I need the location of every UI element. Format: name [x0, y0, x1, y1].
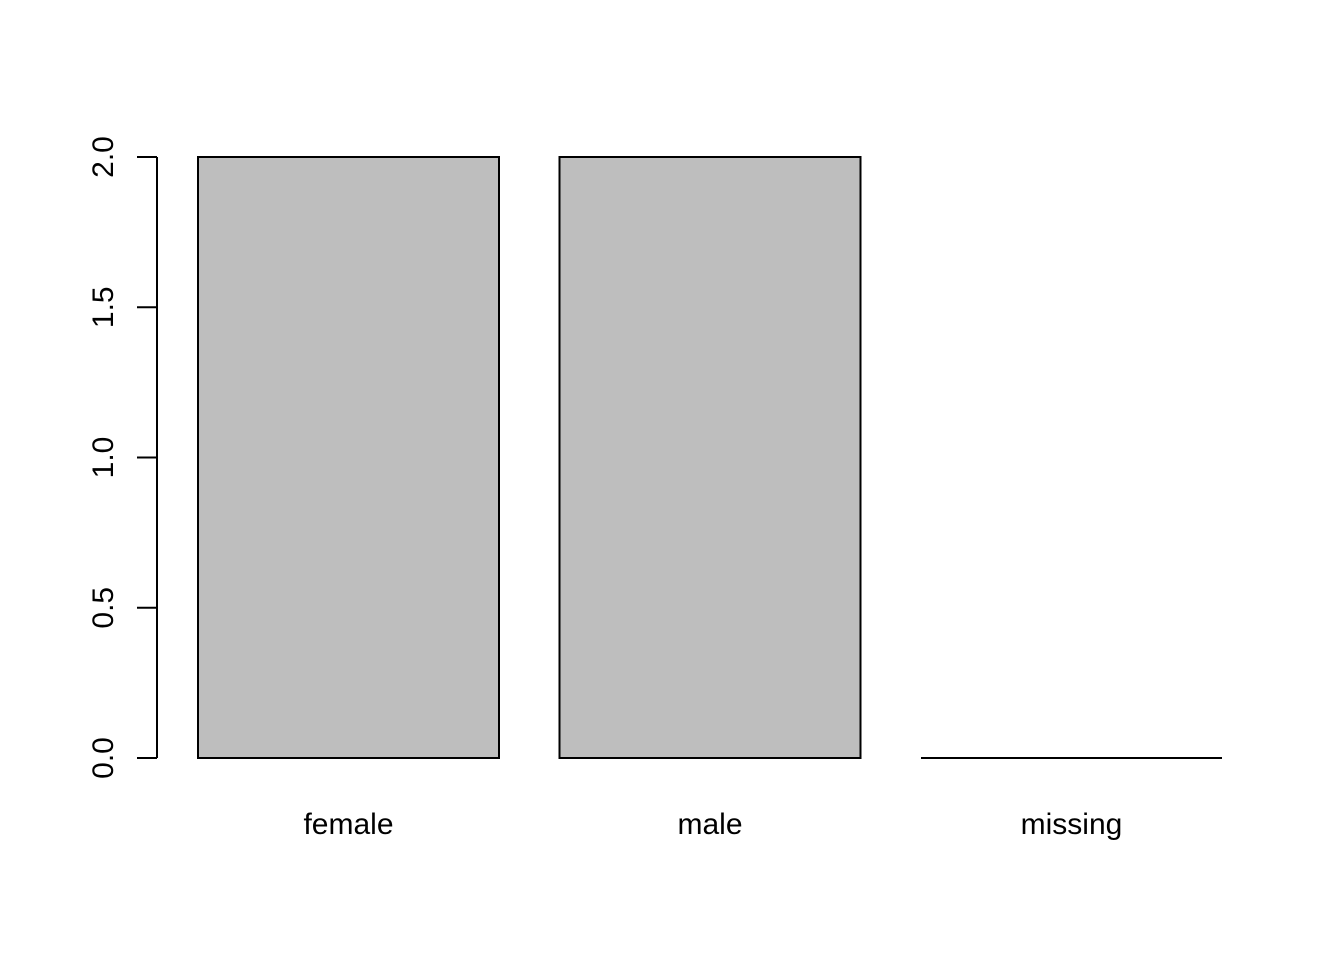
bar-female [197, 156, 500, 759]
bar-male [558, 156, 862, 759]
y-tick-label: 0.5 [87, 587, 120, 629]
y-tick-label: 2.0 [87, 136, 120, 178]
y-tick-label: 1.5 [87, 286, 120, 328]
x-axis-labels: female male missing [303, 808, 1122, 841]
x-tick-label-male: male [677, 808, 742, 841]
y-axis: 0.0 0.5 1.0 1.5 2.0 [87, 136, 158, 779]
y-tick-label: 1.0 [87, 437, 120, 479]
bars-group [197, 156, 1222, 759]
x-tick-label-missing: missing [1021, 808, 1123, 841]
x-tick-label-female: female [303, 808, 393, 841]
y-tick-label: 0.0 [87, 737, 120, 779]
